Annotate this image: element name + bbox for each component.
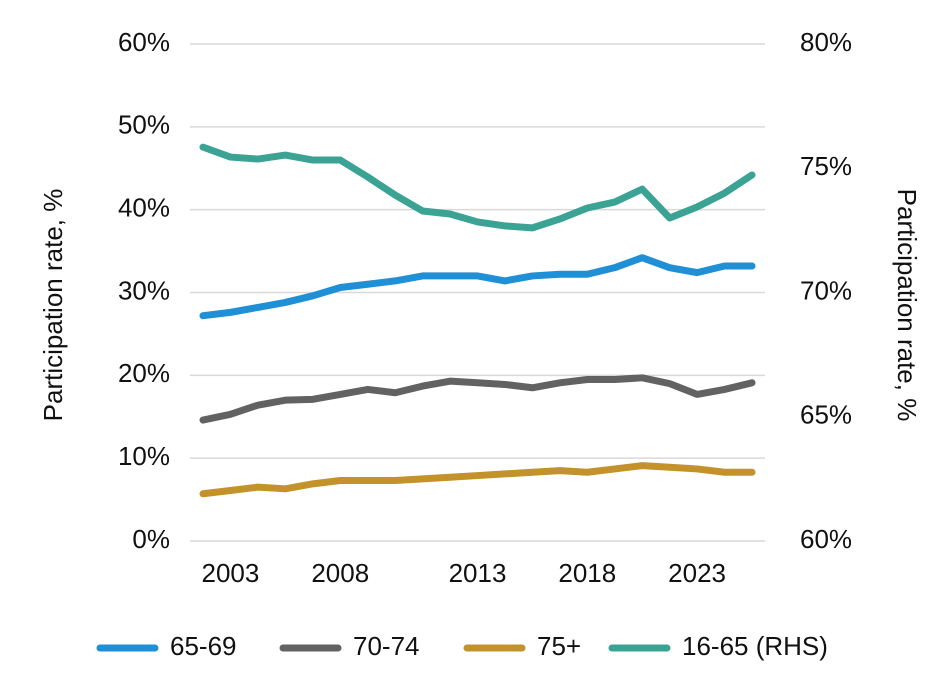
- x-tick-label: 2013: [449, 558, 507, 588]
- legend-label: 70-74: [353, 631, 420, 661]
- x-tick-label: 2008: [311, 558, 369, 588]
- y-axis-label: Participation rate, %: [38, 189, 68, 422]
- legend-label: 75+: [537, 631, 581, 661]
- y2-tick-label: 75%: [800, 151, 852, 181]
- y2-tick-label: 60%: [800, 524, 852, 554]
- series-line: [199, 374, 756, 424]
- y-tick-label: 60%: [118, 27, 170, 57]
- series-line: [199, 462, 756, 498]
- y2-tick-label: 80%: [800, 27, 852, 57]
- series-line: [199, 143, 756, 232]
- y-tick-label: 10%: [118, 441, 170, 471]
- y-tick-label: 50%: [118, 110, 170, 140]
- y-tick-label: 40%: [118, 193, 170, 223]
- legend-label: 65-69: [170, 631, 237, 661]
- y-tick-label: 20%: [118, 358, 170, 388]
- x-tick-label: 2018: [558, 558, 616, 588]
- x-tick-label: 2023: [668, 558, 726, 588]
- y-tick-label: 30%: [118, 275, 170, 305]
- legend-label: 16-65 (RHS): [682, 631, 828, 661]
- y2-tick-label: 70%: [800, 275, 852, 305]
- y2-tick-label: 65%: [800, 400, 852, 430]
- y2-axis-label: Participation rate, %: [892, 189, 922, 422]
- y-tick-label: 0%: [132, 524, 170, 554]
- x-tick-label: 2003: [202, 558, 260, 588]
- series-line: [199, 254, 756, 320]
